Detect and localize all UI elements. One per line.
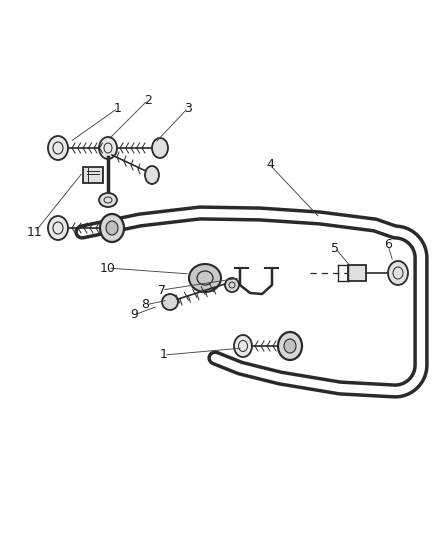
Text: 2: 2 [144, 93, 152, 107]
Ellipse shape [162, 294, 178, 310]
Text: 5: 5 [331, 241, 339, 254]
Ellipse shape [225, 278, 239, 292]
Ellipse shape [152, 138, 168, 158]
Text: 3: 3 [184, 101, 192, 115]
Text: 10: 10 [100, 262, 116, 274]
Ellipse shape [278, 332, 302, 360]
FancyBboxPatch shape [348, 265, 366, 281]
Ellipse shape [145, 166, 159, 184]
Text: 11: 11 [27, 225, 43, 238]
Text: 9: 9 [130, 309, 138, 321]
Ellipse shape [100, 214, 124, 242]
Ellipse shape [99, 137, 117, 159]
Ellipse shape [189, 264, 221, 292]
Ellipse shape [234, 335, 252, 357]
Text: 1: 1 [114, 101, 122, 115]
Ellipse shape [106, 221, 118, 235]
Ellipse shape [99, 193, 117, 207]
Ellipse shape [48, 136, 68, 160]
Ellipse shape [284, 339, 296, 353]
Text: 6: 6 [384, 238, 392, 252]
Text: 8: 8 [141, 298, 149, 311]
Ellipse shape [48, 216, 68, 240]
Ellipse shape [388, 261, 408, 285]
FancyBboxPatch shape [83, 167, 103, 183]
Text: 1: 1 [160, 349, 168, 361]
Text: 7: 7 [158, 284, 166, 296]
Text: 4: 4 [266, 158, 274, 172]
